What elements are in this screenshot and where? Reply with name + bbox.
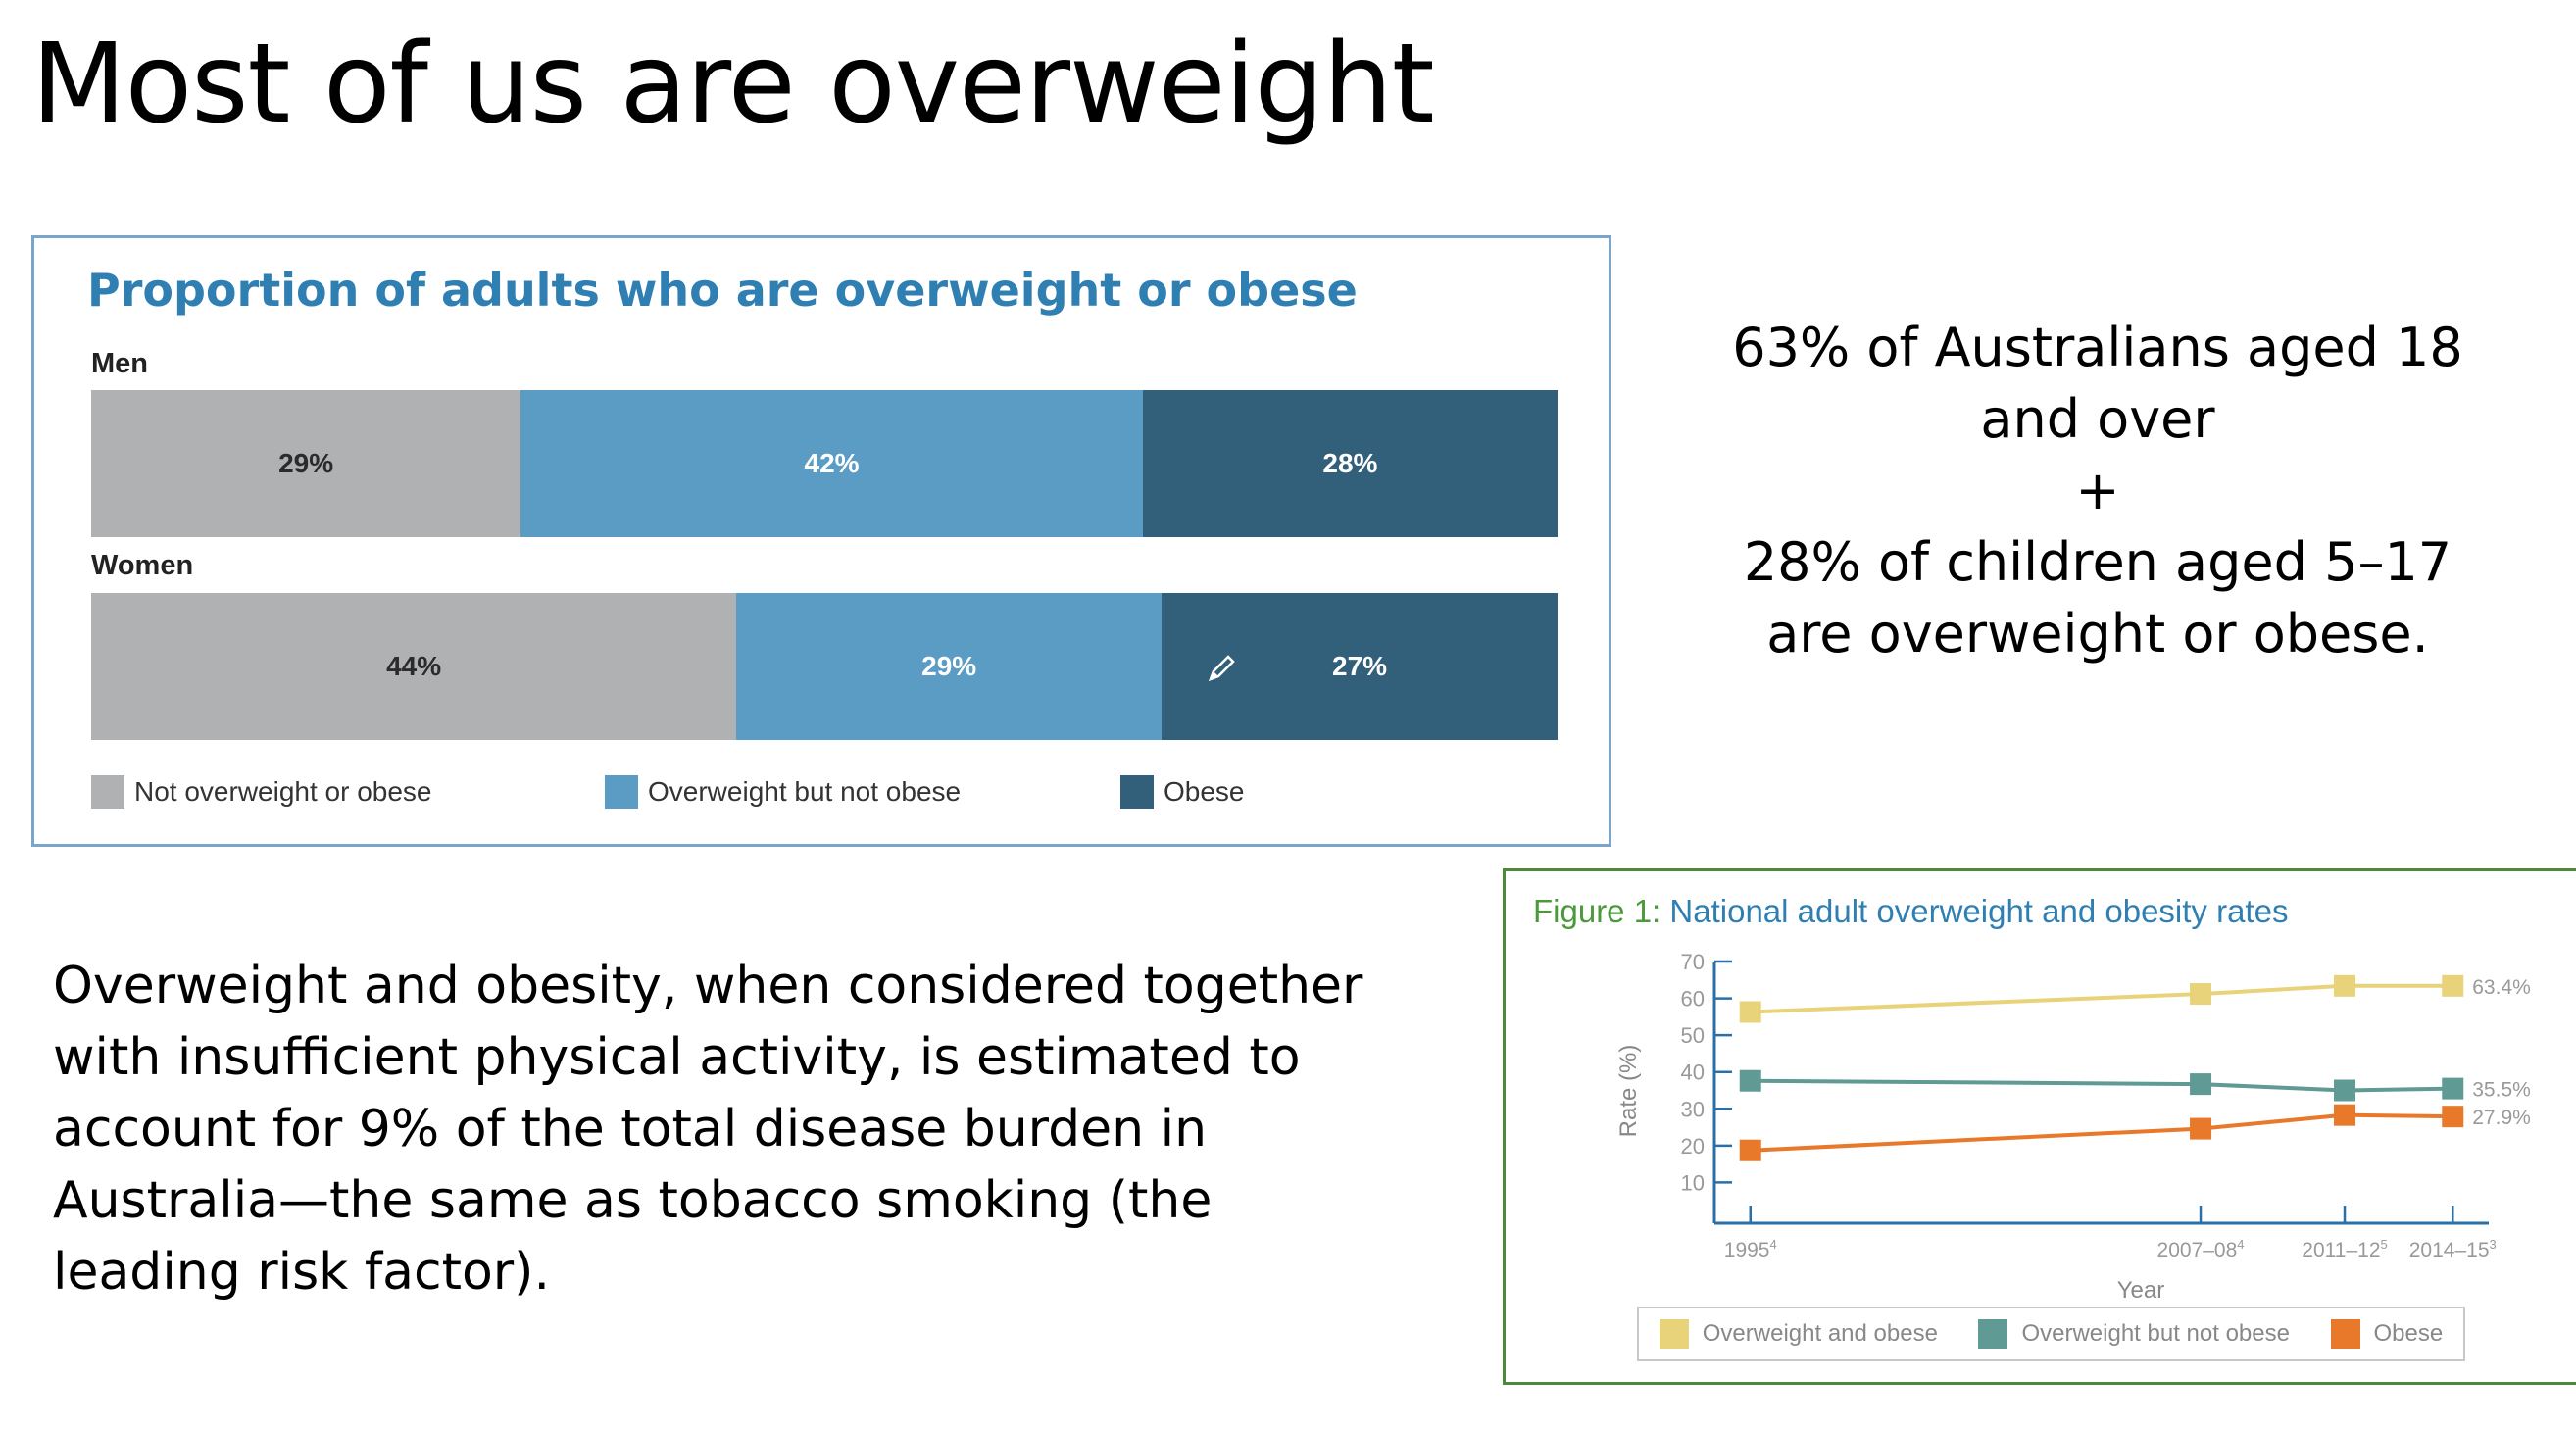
pencil-icon[interactable] xyxy=(1205,652,1238,685)
stat-line: are overweight or obese. xyxy=(1766,603,2429,665)
men-obese-label: 28% xyxy=(1322,448,1378,478)
women-label: Women xyxy=(91,550,194,581)
y-tick-label: 30 xyxy=(1681,1097,1705,1121)
men-not-overweight-segment: 29% xyxy=(91,390,521,537)
x-tick-label: 19954 xyxy=(1724,1237,1777,1261)
slide-title: Most of us are overweight xyxy=(31,21,1435,148)
marker-obese xyxy=(2190,1117,2212,1140)
line-chart-title: Figure 1: National adult overweight and … xyxy=(1533,893,2288,930)
end-label-overweight-and-obese: 63.4% xyxy=(2472,976,2531,999)
legend-overweight-only: Overweight but not obese xyxy=(1978,1319,2290,1349)
stat-line: and over xyxy=(1980,388,2215,450)
line-series-overweight-and-obese xyxy=(1750,983,2453,1014)
marker-overweight-and-obese xyxy=(2334,974,2356,997)
marker-obese xyxy=(2442,1106,2464,1128)
line-chart-panel: 10 20 30 40 50 60 70 Rate (%) 19954 2007–084 2011–… xyxy=(1503,868,2576,1385)
x-tick-label: 2011–125 xyxy=(2302,1237,2387,1261)
marker-obese xyxy=(1739,1139,1761,1161)
legend-overweight: Overweight but not obese xyxy=(605,775,961,809)
marker-overweight-and-obese xyxy=(1739,1001,1761,1023)
women-overweight-label: 29% xyxy=(921,651,977,681)
end-label-overweight-only: 35.5% xyxy=(2472,1079,2531,1102)
y-tick-label: 40 xyxy=(1681,1061,1705,1085)
legend-obese: Obese xyxy=(1120,775,1245,809)
stat-line: 63% of Australians aged 18 xyxy=(1732,317,2463,378)
legend-label-obese-line: Obese xyxy=(2373,1320,2444,1347)
body-paragraph: Overweight and obesity, when considered … xyxy=(53,951,1464,1308)
bar-chart-title: Proportion of adults who are overweight … xyxy=(87,264,1358,317)
y-tick-label: 20 xyxy=(1681,1134,1705,1159)
men-overweight-label: 42% xyxy=(804,448,860,478)
legend-swatch-obese xyxy=(1120,775,1154,809)
statistic-summary: 63% of Australians aged 18 and over + 28… xyxy=(1706,312,2490,669)
marker-overweight-only xyxy=(1739,1069,1761,1092)
x-tick-label: 2014–153 xyxy=(2409,1237,2497,1261)
x-axis-label: Year xyxy=(2117,1277,2165,1304)
marker-overweight-only xyxy=(2442,1077,2464,1100)
stat-line: + xyxy=(2075,460,2120,521)
figure-label: Figure 1: xyxy=(1533,893,1661,929)
marker-overweight-only xyxy=(2334,1079,2356,1102)
line-chart-svg: 10 20 30 40 50 60 70 Rate (%) 19954 2007–084 2011–… xyxy=(1615,950,2531,1304)
line-chart-legend: Overweight and obese Overweight but not … xyxy=(1637,1307,2465,1361)
legend-label-overweight: Overweight but not obese xyxy=(648,776,962,807)
marker-obese xyxy=(2334,1104,2356,1126)
y-tick-label: 50 xyxy=(1681,1023,1705,1048)
end-label-obese: 27.9% xyxy=(2472,1107,2531,1129)
body-line: account for 9% of the total disease burd… xyxy=(53,1100,1208,1159)
legend-label-overweight-only: Overweight but not obese xyxy=(2021,1320,2290,1347)
y-tick-label: 60 xyxy=(1681,987,1705,1012)
legend-obese-line: Obese xyxy=(2330,1319,2444,1349)
legend-not-overweight: Not overweight or obese xyxy=(91,775,432,809)
body-line: Overweight and obesity, when considered … xyxy=(53,957,1363,1015)
women-bar: 44% 29% 27% xyxy=(91,593,1558,740)
men-obese-segment: 28% xyxy=(1142,390,1558,537)
legend-label-obese: Obese xyxy=(1164,776,1245,807)
marker-overweight-only xyxy=(2190,1073,2212,1096)
stacked-bar-chart-panel: Proportion of adults who are overweight … xyxy=(31,235,1611,847)
line-series-overweight-only xyxy=(1750,1078,2453,1093)
legend-label-overweight-and-obese: Overweight and obese xyxy=(1702,1320,1938,1347)
women-obese-segment: 27% xyxy=(1162,593,1558,740)
men-not-overweight-label: 29% xyxy=(278,448,334,478)
women-overweight-segment: 29% xyxy=(736,593,1163,740)
legend-swatch-overweight xyxy=(605,775,638,809)
x-tick-superscript: 3 xyxy=(2490,1237,2497,1252)
legend-swatch-not-overweight xyxy=(91,775,124,809)
marker-overweight-and-obese xyxy=(2190,983,2212,1006)
legend-swatch-overweight-only xyxy=(1978,1319,2008,1349)
legend-overweight-and-obese: Overweight and obese xyxy=(1659,1319,1938,1349)
figure-title-text: National adult overweight and obesity ra… xyxy=(1669,893,2289,929)
legend-label-not-overweight: Not overweight or obese xyxy=(134,776,432,807)
y-tick-label: 70 xyxy=(1681,950,1705,974)
marker-overweight-and-obese xyxy=(2442,974,2464,997)
legend-swatch-obese-line xyxy=(2330,1319,2360,1349)
men-label: Men xyxy=(91,348,148,379)
legend-swatch-overweight-and-obese xyxy=(1659,1319,1689,1349)
men-bar: 29% 42% 28% xyxy=(91,390,1558,537)
women-not-overweight-label: 44% xyxy=(386,651,442,681)
body-line: Australia—the same as tobacco smoking (t… xyxy=(53,1171,1213,1230)
x-tick-superscript: 5 xyxy=(2381,1237,2388,1252)
men-overweight-segment: 42% xyxy=(520,390,1143,537)
women-not-overweight-segment: 44% xyxy=(91,593,737,740)
body-line: leading risk factor). xyxy=(53,1243,550,1302)
body-line: with insufficient physical activity, is … xyxy=(53,1028,1301,1087)
line-series-obese xyxy=(1750,1112,2453,1153)
x-tick-label: 2007–084 xyxy=(2157,1237,2245,1261)
y-axis-label: Rate (%) xyxy=(1615,1045,1642,1138)
y-tick-label: 10 xyxy=(1681,1170,1705,1195)
stat-line: 28% of children aged 5–17 xyxy=(1743,531,2452,593)
women-obese-label: 27% xyxy=(1332,651,1388,681)
x-tick-superscript: 4 xyxy=(1769,1237,1776,1252)
x-tick-superscript: 4 xyxy=(2237,1237,2244,1252)
